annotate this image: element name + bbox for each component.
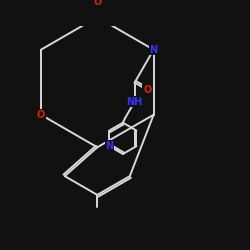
Text: O: O: [37, 110, 45, 120]
Text: N: N: [105, 141, 114, 151]
Text: O: O: [93, 0, 102, 6]
Text: NH: NH: [126, 96, 143, 106]
Text: O: O: [143, 85, 151, 95]
Text: N: N: [150, 45, 158, 55]
